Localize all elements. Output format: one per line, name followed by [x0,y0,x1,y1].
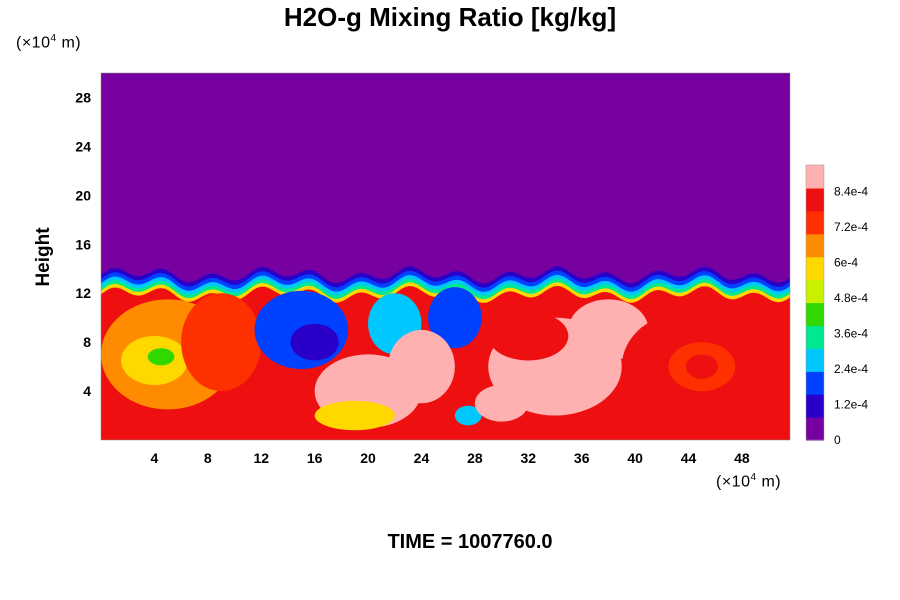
y-tick-label: 20 [75,187,91,203]
x-tick-label: 12 [253,450,269,466]
colorbar-tick-label: 4.8e-4 [834,291,868,305]
y-unit-prefix: (×10 [16,34,51,52]
plot-area [101,73,790,440]
yellow-patch-1 [314,400,395,431]
y-tick-label: 16 [75,236,91,252]
x-tick-label: 20 [360,450,376,466]
colorbar-segment [806,325,824,349]
vortex-center [685,354,718,379]
colorbar-segment [806,348,824,372]
colorbar-tick-label: 0 [834,433,841,447]
colorbar-segment [806,233,824,258]
green-core-left [147,348,175,366]
colorbar-segment [806,302,824,327]
colorbar-tick-label: 8.4e-4 [834,185,868,199]
x-unit-label: (×104 m) [716,472,781,491]
y-tick-label: 24 [75,138,91,154]
x-tick-label: 4 [151,450,159,466]
x-tick-label: 32 [520,450,536,466]
colorbar-segment [806,371,824,395]
eddy-left-mid [181,293,262,392]
dry-intrusion-2 [428,287,482,349]
colorbar-segment [806,187,824,212]
colorbar-segment [806,394,824,418]
y-unit-suffix: m) [56,34,82,52]
pink-patch [474,384,529,422]
x-tick-label: 8 [204,450,212,466]
x-tick-label: 44 [681,450,697,466]
y-unit-label: (×104 m) [16,33,81,52]
colorbar-tick-label: 1.2e-4 [834,398,868,412]
colorbar-segment [806,165,824,189]
colorbar-segment [806,210,824,235]
y-tick-label: 4 [83,383,91,399]
pink-column [388,329,455,404]
x-tick-label: 36 [574,450,590,466]
x-tick-label: 28 [467,450,483,466]
x-tick-label: 24 [414,450,430,466]
y-axis: 4 8 12 16 20 24 28 [75,89,91,399]
x-unit-exponent: 4 [750,472,757,483]
colorbar-tick-label: 2.4e-4 [834,362,868,376]
x-tick-label: 40 [627,450,643,466]
x-axis: 4 8 12 16 20 24 28 32 36 40 44 48 [151,450,750,466]
red-ribbon [488,311,569,361]
colorbar-tick-label: 3.6e-4 [834,327,868,341]
x-unit-suffix: m) [756,473,782,491]
colorbar-segment [806,417,824,441]
time-label: TIME = 1007760.0 [387,531,553,553]
colorbar-segment [806,256,824,281]
colorbar-tick-label: 7.2e-4 [834,220,868,234]
y-tick-label: 8 [83,334,91,350]
plot-frame [100,72,791,441]
y-tick-label: 28 [75,89,91,105]
cyan-pocket [454,405,482,426]
colorbar: 0 1.2e-4 2.4e-4 3.6e-4 4.8e-4 6e-4 7.2e-4 8.4e-… [805,164,868,447]
x-tick-label: 16 [307,450,323,466]
colorbar-tick-label: 6e-4 [834,256,858,270]
colorbar-segment [806,279,824,304]
chart-title: H2O-g Mixing Ratio [kg/kg] [283,2,617,32]
dry-core-1 [290,323,339,361]
x-unit-prefix: (×10 [716,473,751,491]
y-tick-label: 12 [75,285,91,301]
x-tick-label: 48 [734,450,750,466]
colorbar-frame [805,164,825,441]
y-unit-exponent: 4 [50,33,57,44]
